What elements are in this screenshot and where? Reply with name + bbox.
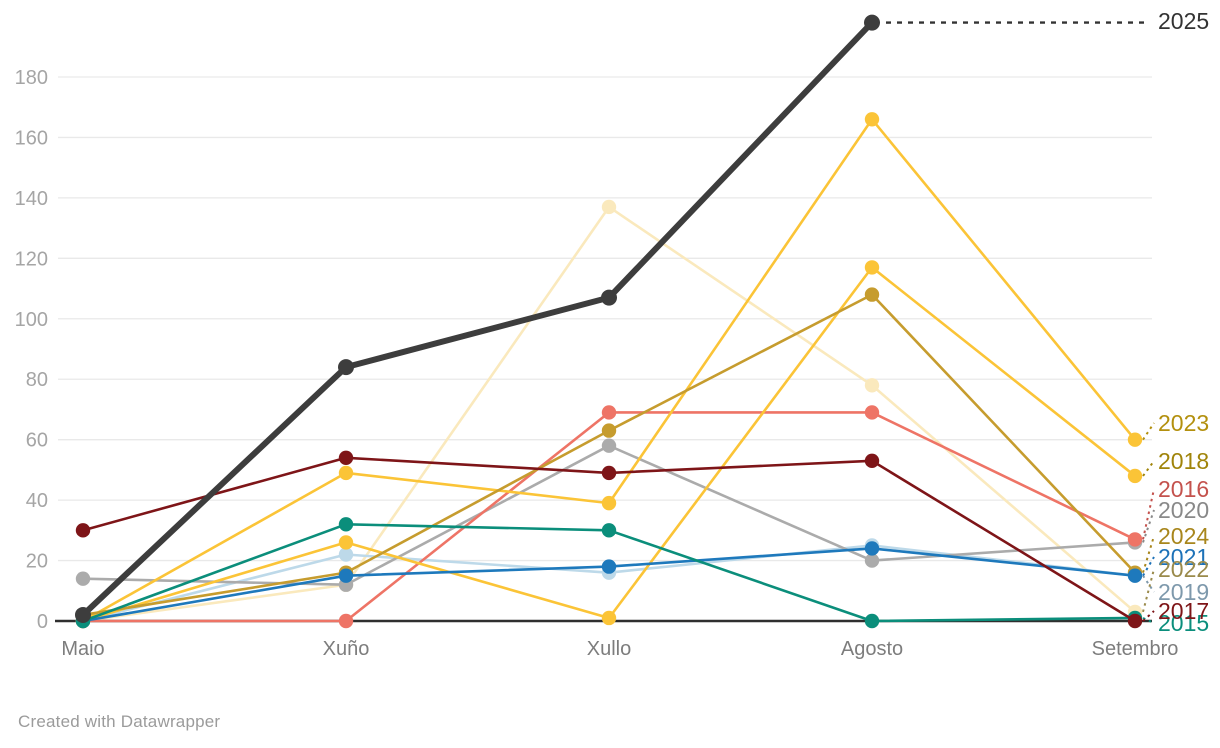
x-tick-label: Xullo [587,638,631,660]
data-point-2016-Agosto[interactable] [864,405,880,420]
y-tick-label: 20 [26,551,48,573]
x-tick-label: Maio [61,638,104,660]
leader-line-2019 [1142,575,1155,593]
data-point-2020-Xullo[interactable] [601,438,617,453]
data-point-2022-Xullo[interactable] [601,199,617,215]
data-point-2016-Xullo[interactable] [601,405,617,420]
data-point-2018-Setembro[interactable] [1127,468,1143,484]
data-point-2021-Xuño[interactable] [338,568,354,583]
data-point-2022-Agosto[interactable] [864,378,880,393]
data-point-2017-Xuño[interactable] [338,450,354,465]
data-point-2017-Xullo[interactable] [601,465,617,481]
data-point-2025-Agosto[interactable] [864,14,880,31]
line-chart: 0 20 40 60 80 100 120 140 160 180 Maio Xuño Xullo Ago… [15,8,1210,660]
data-point-2025-Xuño[interactable] [338,359,354,376]
series-label-2020[interactable]: 2020 [1158,497,1209,523]
data-point-2021-Xullo[interactable] [601,559,617,574]
y-tick-label: 60 [26,430,48,452]
data-point-2020-Agosto[interactable] [864,553,880,568]
datawrapper-credit: Created with Datawrapper [18,712,221,731]
data-point-2016-Setembro[interactable] [1127,532,1143,547]
data-point-2018-Xullo[interactable] [601,610,617,626]
series-label-2021[interactable]: 2021 [1158,544,1209,570]
data-point-2024-Xullo[interactable] [601,423,617,438]
y-tick-label: 160 [15,127,48,149]
leader-line-2022 [1142,568,1155,613]
series-line-2017 [81,456,1137,623]
x-tick-label: Agosto [841,638,903,660]
data-point-2017-Maio[interactable] [75,523,91,538]
data-point-2015-Agosto[interactable] [864,613,880,629]
y-tick-label: 0 [37,611,48,633]
y-tick-label: 40 [26,490,48,512]
data-point-2023-Agosto[interactable] [864,112,880,127]
x-tick-label: Xuño [323,638,370,660]
series-label-2022[interactable]: 2022 [1158,556,1209,582]
y-tick-label: 180 [15,67,48,89]
series-line-2023 [81,118,1137,623]
data-point-2024-Agosto[interactable] [864,287,880,302]
y-tick-label: 120 [15,248,48,270]
data-point-2025-Maio[interactable] [75,606,91,623]
x-tick-label: Setembro [1092,638,1179,660]
series-label-2024[interactable]: 2024 [1158,523,1209,549]
leader-line-2015 [1142,617,1155,624]
series-label-2017[interactable]: 2017 [1158,598,1209,624]
series-label-2019[interactable]: 2019 [1158,579,1209,605]
y-tick-label: 100 [15,309,48,331]
leader-line-2016 [1142,488,1155,540]
data-point-2016-Xuño[interactable] [338,613,354,629]
data-point-2020-Maio[interactable] [75,571,91,586]
leader-line-2018 [1142,460,1155,477]
leader-line-2020 [1142,509,1155,543]
series-line-2021 [81,547,1137,623]
data-point-2023-Xullo[interactable] [601,495,617,511]
data-point-2018-Agosto[interactable] [864,260,880,275]
data-point-2017-Setembro[interactable] [1127,613,1143,629]
y-tick-label: 140 [15,188,48,210]
data-point-2021-Setembro[interactable] [1127,568,1143,583]
series-label-2023[interactable]: 2023 [1158,410,1209,436]
leader-line-2017 [1142,610,1155,622]
series-label-2018[interactable]: 2018 [1158,448,1209,474]
data-point-2023-Setembro[interactable] [1127,432,1143,447]
leader-line-2024 [1142,535,1155,573]
data-point-2021-Agosto[interactable] [864,541,880,556]
series-label-2016[interactable]: 2016 [1158,476,1209,502]
series-label-2025[interactable]: 2025 [1158,8,1209,34]
data-point-2019-Xuño[interactable] [338,547,354,562]
leader-line-2023 [1142,422,1155,441]
data-point-2015-Xullo[interactable] [601,523,617,538]
data-point-2017-Agosto[interactable] [864,453,880,469]
data-point-2023-Xuño[interactable] [338,465,354,481]
data-point-2018-Xuño[interactable] [338,535,354,550]
data-point-2015-Xuño[interactable] [338,517,354,532]
data-point-2025-Xullo[interactable] [601,289,617,306]
series-label-2015[interactable]: 2015 [1158,610,1209,636]
series-line-2025 [80,19,875,618]
y-tick-label: 80 [26,369,48,391]
